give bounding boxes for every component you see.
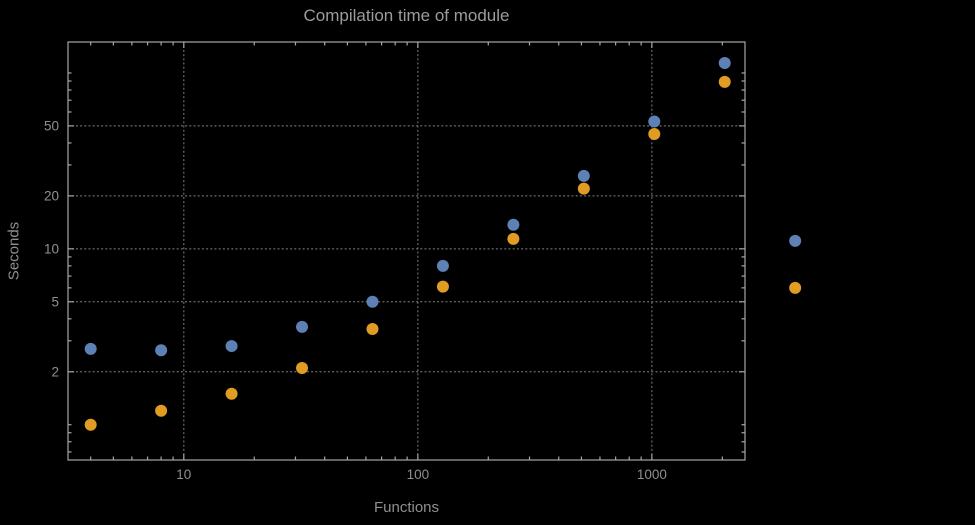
data-point-series1 xyxy=(789,234,802,247)
data-point-series2 xyxy=(296,362,309,375)
data-point-series1 xyxy=(296,320,309,333)
data-point-series1 xyxy=(225,340,238,353)
data-point-series1 xyxy=(84,342,97,355)
x-tick-label: 10 xyxy=(176,467,191,482)
data-point-series2 xyxy=(507,232,520,245)
data-point-series2 xyxy=(225,387,238,400)
data-point-series2 xyxy=(84,418,97,431)
data-point-series1 xyxy=(718,56,731,69)
data-point-series2 xyxy=(789,281,802,294)
data-point-series1 xyxy=(577,169,590,182)
y-axis-label: Seconds xyxy=(5,221,23,281)
data-point-series1 xyxy=(155,344,168,357)
data-point-series1 xyxy=(507,218,520,231)
x-tick-label: 1000 xyxy=(637,467,667,482)
data-point-series2 xyxy=(648,127,661,140)
x-axis-label: Functions xyxy=(373,499,440,516)
data-point-series1 xyxy=(366,295,379,308)
data-point-series2 xyxy=(155,404,168,417)
data-point-series2 xyxy=(577,182,590,195)
y-tick-label: 2 xyxy=(51,364,59,379)
y-tick-label: 50 xyxy=(44,118,59,133)
data-point-series2 xyxy=(366,323,379,336)
data-point-series2 xyxy=(436,280,449,293)
y-tick-label: 5 xyxy=(51,294,59,309)
data-point-series1 xyxy=(436,259,449,272)
data-point-series2 xyxy=(718,75,731,88)
y-tick-label: 20 xyxy=(44,188,59,203)
data-point-series1 xyxy=(648,115,661,128)
plot-frame xyxy=(67,41,746,461)
chart-title: Compilation time of module xyxy=(303,6,510,25)
x-tick-label: 100 xyxy=(407,467,430,482)
y-tick-label: 10 xyxy=(44,241,59,256)
